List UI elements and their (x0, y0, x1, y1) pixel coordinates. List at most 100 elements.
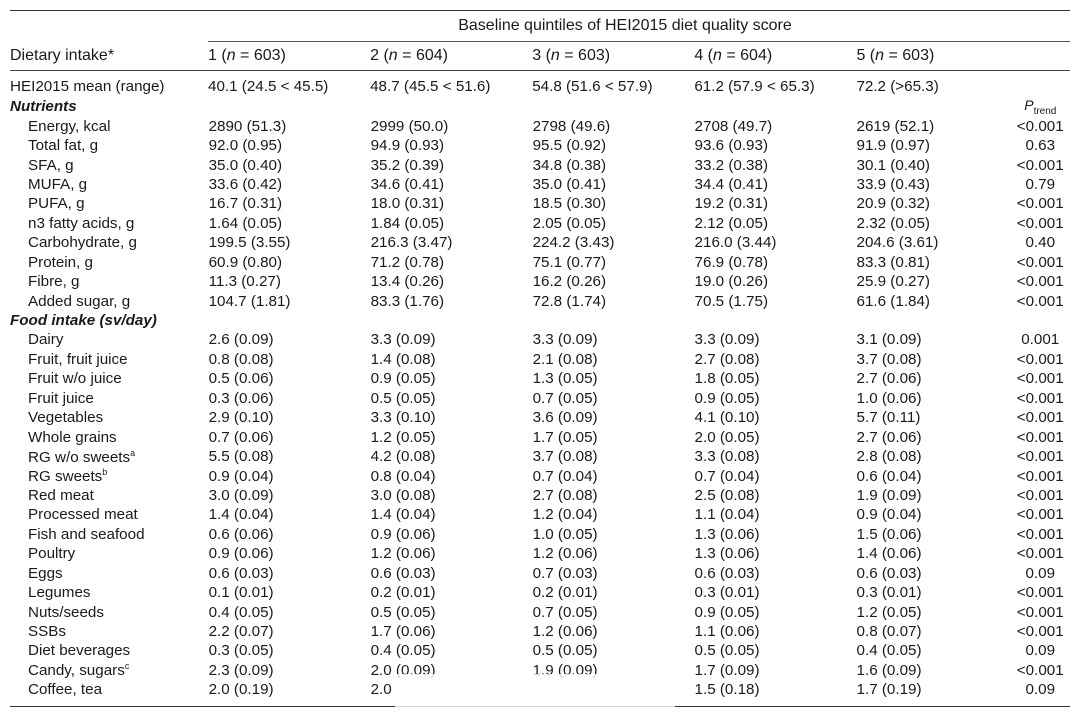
cell-q4: 216.0 (3.44) (694, 234, 777, 252)
cell-q5: 1.5 (0.06) (856, 525, 922, 543)
row-label: Fruit juice (28, 389, 94, 407)
cell-q2: 34.6 (0.41) (370, 175, 445, 193)
cell-q1: 1.4 (0.04) (208, 506, 274, 524)
table-row: Total fat, g 92.0 (0.95) 94.9 (0.93) 95.5 (… (10, 136, 1070, 155)
cell-ptrend: <0.001 (1016, 253, 1064, 271)
table-row: Carbohydrate, g 199.5 (3.55) 216.3 (3.47) 2… (10, 233, 1070, 252)
top-rule (10, 10, 1070, 11)
cell-q4: 1.3 (0.06) (694, 525, 760, 543)
cell-q1: 0.6 (0.06) (208, 525, 274, 543)
cell-q5: 5.7 (0.11) (856, 409, 921, 427)
cell-ptrend: <0.001 (1016, 292, 1064, 310)
food-section-row: Food intake (sv/day) (10, 311, 1070, 330)
cell-q1: 11.3 (0.27) (208, 273, 281, 291)
table-row: Dairy 2.6 (0.09) 3.3 (0.09) 3.3 (0.09) 3.3 (… (10, 330, 1070, 349)
cell-q3: 1.2 (0.04) (532, 506, 598, 524)
cell-q3: 224.2 (3.43) (532, 234, 615, 252)
cell-q2: 0.4 (0.05) (370, 642, 436, 660)
cell-q2: 0.5 (0.05) (370, 603, 436, 621)
cell-q1: 0.3 (0.05) (208, 642, 274, 660)
cell-q4: 93.6 (0.93) (694, 137, 769, 155)
watermark-overlay (395, 674, 675, 710)
cell-q5: 1.4 (0.06) (856, 545, 922, 563)
cell-q2: 13.4 (0.26) (370, 273, 445, 291)
cell-ptrend: <0.001 (1016, 623, 1064, 641)
cell-q1: 2.2 (0.07) (208, 623, 274, 641)
table-row: Vegetables 2.9 (0.10) 3.3 (0.10) 3.6 (0.09)… (10, 408, 1070, 427)
mean-q3: 54.8 (51.6 < 57.9) (532, 77, 653, 95)
cell-q4: 0.3 (0.01) (694, 584, 760, 602)
cell-q5: 20.9 (0.32) (856, 195, 930, 213)
cell-q4: 3.3 (0.08) (694, 448, 760, 466)
cell-q1: 0.1 (0.01) (208, 584, 274, 602)
cell-q4: 2.12 (0.05) (694, 214, 769, 232)
cell-q2: 1.7 (0.06) (370, 623, 436, 641)
row-label: SSBs (28, 623, 66, 641)
table-row: Energy, kcal 2890 (51.3) 2999 (50.0) 2798 (… (10, 116, 1070, 135)
row-label: Dairy (28, 331, 64, 349)
cell-q1: 33.6 (0.42) (208, 175, 283, 193)
cell-q1: 2.0 (0.19) (208, 681, 274, 699)
cell-q5: 0.4 (0.05) (856, 642, 922, 660)
row-label: Diet beverages (28, 642, 131, 660)
cell-q1: 60.9 (0.80) (208, 253, 283, 271)
cell-q2: 216.3 (3.47) (370, 234, 453, 252)
header-row: Dietary intake* 1 (n = 603) 2 (n = 604) … (10, 42, 1070, 70)
table-row: SFA, g 35.0 (0.40) 35.2 (0.39) 34.8 (0.38) 3… (10, 155, 1070, 174)
cell-q3: 72.8 (1.74) (532, 292, 607, 310)
cell-q3: 1.2 (0.06) (532, 545, 598, 563)
cell-ptrend: <0.001 (1016, 214, 1064, 232)
cell-q1: 104.7 (1.81) (208, 292, 291, 310)
cell-ptrend: <0.001 (1016, 409, 1064, 427)
cell-ptrend: <0.001 (1016, 506, 1064, 524)
cell-q4: 1.7 (0.09) (694, 661, 760, 679)
mean-label: HEI2015 mean (range) (10, 77, 165, 95)
cell-q1: 0.8 (0.08) (208, 350, 274, 368)
cell-q2: 2999 (50.0) (370, 117, 449, 135)
mean-q5: 72.2 (>65.3) (856, 77, 939, 95)
cell-ptrend: <0.001 (1016, 525, 1064, 543)
cell-q1: 199.5 (3.55) (208, 234, 291, 252)
cell-ptrend: <0.001 (1016, 603, 1064, 621)
cell-q5: 2.32 (0.05) (856, 214, 930, 232)
row-label: Added sugar, g (28, 292, 131, 310)
cell-q2: 2.0 (370, 681, 392, 699)
cell-q1: 2.3 (0.09) (208, 661, 274, 679)
cell-q5: 2.7 (0.06) (856, 370, 922, 388)
header-q4: 4 (n = 604) (694, 47, 773, 64)
table-row: Fruit juice 0.3 (0.06) 0.5 (0.05) 0.7 (0.05… (10, 389, 1070, 408)
table-row: n3 fatty acids, g 1.64 (0.05) 1.84 (0.05) 2… (10, 214, 1070, 233)
cell-q4: 1.1 (0.06) (694, 623, 760, 641)
cell-q1: 0.5 (0.06) (208, 370, 274, 388)
cell-q2: 0.2 (0.01) (370, 584, 436, 602)
cell-q4: 1.8 (0.05) (694, 370, 760, 388)
cell-ptrend: <0.001 (1016, 661, 1064, 679)
cell-q2: 1.84 (0.05) (370, 214, 445, 232)
cell-q2: 0.5 (0.05) (370, 389, 436, 407)
cell-q1: 35.0 (0.40) (208, 156, 283, 174)
cell-q5: 25.9 (0.27) (856, 273, 930, 291)
cell-q5: 1.0 (0.06) (856, 389, 922, 407)
row-label: PUFA, g (28, 195, 85, 213)
cell-q5: 1.2 (0.05) (856, 603, 922, 621)
cell-q5: 33.9 (0.43) (856, 175, 930, 193)
cell-q4: 2708 (49.7) (694, 117, 773, 135)
cell-ptrend: <0.001 (1016, 448, 1064, 466)
cell-q4: 4.1 (0.10) (694, 409, 760, 427)
mean-row: HEI2015 mean (range) 40.1 (24.5 < 45.5) … (10, 75, 1070, 97)
table-row: MUFA, g 33.6 (0.42) 34.6 (0.41) 35.0 (0.41)… (10, 175, 1070, 194)
cell-q3: 0.5 (0.05) (532, 642, 598, 660)
banner-title: Baseline quintiles of HEI2015 diet quali… (458, 17, 792, 34)
cell-q4: 0.6 (0.03) (694, 564, 760, 582)
cell-q5: 0.9 (0.04) (856, 506, 922, 524)
row-label: Fibre, g (28, 273, 80, 291)
table-row: Processed meat 1.4 (0.04) 1.4 (0.04) 1.2 (0… (10, 505, 1070, 524)
cell-q3: 1.0 (0.05) (532, 525, 598, 543)
row-label: Energy, kcal (28, 117, 111, 135)
cell-q5: 1.9 (0.09) (856, 486, 922, 504)
cell-q3: 3.3 (0.09) (532, 331, 598, 349)
row-label: Eggs (28, 564, 63, 582)
cell-q3: 35.0 (0.41) (532, 175, 607, 193)
cell-q2: 94.9 (0.93) (370, 137, 445, 155)
row-label: Carbohydrate, g (28, 234, 137, 252)
